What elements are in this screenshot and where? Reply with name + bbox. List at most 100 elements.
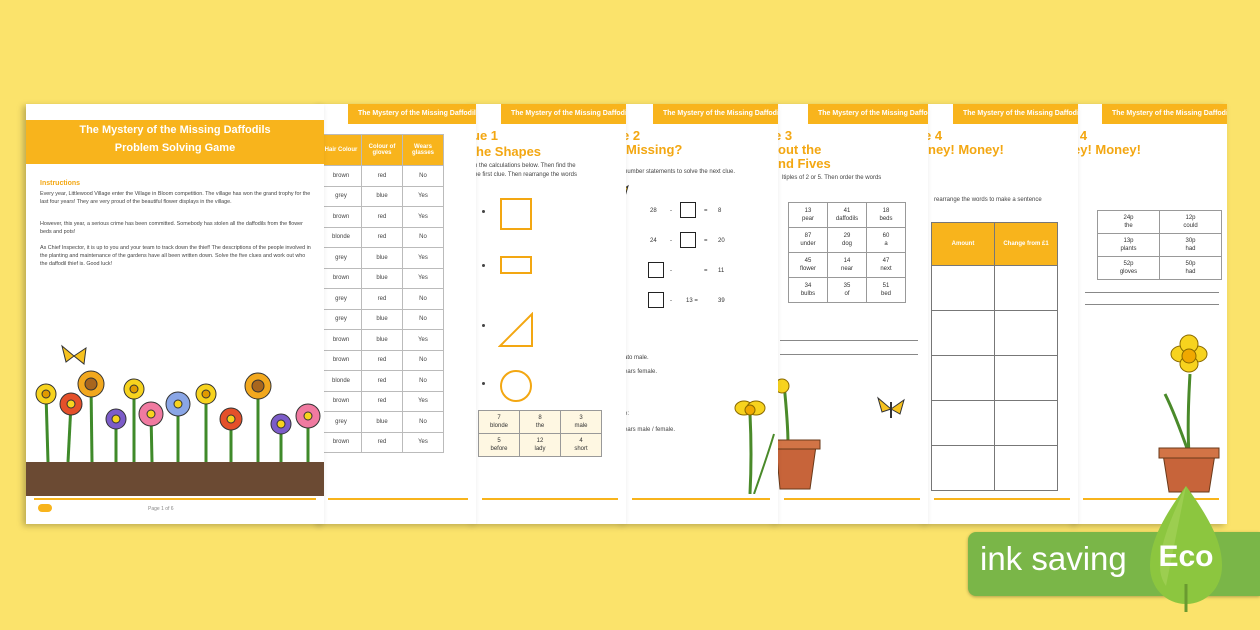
suspect-cell: red xyxy=(361,431,403,453)
suspect-cell: Yes xyxy=(402,431,444,453)
answer-text: e: xyxy=(624,411,630,417)
suspect-cell: brown xyxy=(320,267,362,289)
worksheet-subtitle-2: nd Fives xyxy=(778,156,831,171)
suspect-cell: No xyxy=(402,288,444,310)
suspect-row: brown red Yes xyxy=(320,431,444,453)
suspect-cell: Yes xyxy=(402,267,444,289)
triangle-shape xyxy=(498,312,533,347)
suspect-cell: blue xyxy=(361,329,403,351)
suspect-cell: brown xyxy=(320,206,362,228)
eco-badge-label: Eco xyxy=(1158,540,1214,573)
answer-line xyxy=(780,340,918,341)
statement-operator: = xyxy=(704,208,708,214)
suspect-row: grey red No xyxy=(320,288,444,310)
daffodil-illustration xyxy=(734,400,775,494)
bullet xyxy=(482,324,485,327)
footer-rule xyxy=(482,498,618,500)
statement-value: 39 xyxy=(718,298,725,304)
footer-rule xyxy=(784,498,920,500)
suspect-row: grey blue No xyxy=(320,411,444,433)
suspect-cell: Yes xyxy=(402,185,444,207)
suspect-cell: brown xyxy=(320,349,362,371)
suspect-row: grey blue No xyxy=(320,308,444,330)
instructions-heading: Instructions xyxy=(40,180,81,187)
header-strip: The Mystery of the Missing Daffodils xyxy=(1102,104,1227,124)
suspect-cell: brown xyxy=(320,431,362,453)
suspect-cell: No xyxy=(402,226,444,248)
suspect-cell: red xyxy=(361,165,403,187)
statement-operator: - xyxy=(670,208,672,214)
header-strip: The Mystery of the Missing Daffodils xyxy=(501,104,626,124)
suspect-cell: blue xyxy=(361,267,403,289)
suspect-cell: brown xyxy=(320,390,362,412)
worksheet-title: e 3 xyxy=(776,128,793,143)
worksheet-subtitle: Missing? xyxy=(626,142,683,157)
suspect-cell: red xyxy=(361,390,403,412)
butterfly-illustration xyxy=(877,396,905,418)
suspect-cell: red xyxy=(361,370,403,392)
eco-leaf-icon xyxy=(1150,486,1222,612)
suspect-table: Hair Colour Colour of gloves Wears glass… xyxy=(320,134,444,453)
suspect-cell: brown xyxy=(320,165,362,187)
page-number: Page 1 of 6 xyxy=(148,506,174,512)
header-strip: The Mystery of the Missing Daffodils xyxy=(653,104,778,124)
statement-operator: 13 = xyxy=(686,298,698,304)
suspect-cell: Yes xyxy=(402,247,444,269)
worksheet-title: e 4 xyxy=(926,128,943,143)
worksheet-clue1: The Mystery of the Missing Daffodils ue … xyxy=(474,104,626,524)
instruction-text: number statements to solve the next clue… xyxy=(624,169,736,175)
word-table: 24p the 12p could 13p plants 30p had 52p gloves… xyxy=(1097,210,1222,280)
suspect-cell: Yes xyxy=(402,390,444,412)
suspect-row: grey blue Yes xyxy=(320,185,444,207)
suspect-cell: No xyxy=(402,370,444,392)
suspect-row: grey blue Yes xyxy=(320,247,444,269)
rectangle-shape xyxy=(500,256,532,274)
answer-box[interactable] xyxy=(648,262,664,278)
square-shape xyxy=(500,198,532,230)
instruction-text: ltiples of 2 or 5. Then order the words xyxy=(782,175,882,181)
suspect-cell: brown xyxy=(320,329,362,351)
answer-box[interactable] xyxy=(680,202,696,218)
answer-text: ears male / female. xyxy=(624,427,676,433)
daffodil-pot-illustration xyxy=(1158,334,1220,493)
suspect-row: blonde red No xyxy=(320,226,444,248)
ink-saving-label: ink saving xyxy=(980,540,1127,577)
number-word-grid: 13 pear 41 daffodils 18 beds 87 under 29 dog 60 a … xyxy=(788,202,906,303)
statement-operator: - xyxy=(670,268,672,274)
cover-title: The Mystery of the Missing Daffodils xyxy=(79,124,271,136)
statement-operator: = xyxy=(704,238,708,244)
statement-value: 11 xyxy=(718,268,725,274)
footer-rule xyxy=(934,498,1070,500)
suspect-cell: grey xyxy=(320,247,362,269)
worksheet-suspects: The Mystery of the Missing Daffodils Hai… xyxy=(320,104,476,524)
suspect-cell: No xyxy=(402,349,444,371)
col-glove-colour: Colour of gloves xyxy=(361,134,403,166)
worksheet-subtitle: ey! Money! xyxy=(1075,142,1141,157)
header-strip: The Mystery of the Missing Daffodils xyxy=(953,104,1078,124)
suspect-cell: grey xyxy=(320,308,362,330)
suspect-cell: No xyxy=(402,165,444,187)
suspect-row: blonde red No xyxy=(320,370,444,392)
worksheet-title: ue 1 xyxy=(474,128,499,143)
header-strip: The Mystery of the Missing Daffodils xyxy=(808,104,928,124)
suspect-cell: grey xyxy=(320,288,362,310)
worksheet-cover: The Mystery of the Missing Daffodils Pro… xyxy=(26,104,324,524)
twinkl-logo xyxy=(38,504,52,512)
worksheet-clue3: The Mystery of the Missing Daffodils e 3… xyxy=(776,104,928,524)
col-amount: Amount xyxy=(931,222,995,266)
worksheet-subtitle: he Shapes xyxy=(476,144,542,159)
answer-box[interactable] xyxy=(648,292,664,308)
suspect-cell: red xyxy=(361,226,403,248)
suspect-cell: blonde xyxy=(320,370,362,392)
instruction-text: he first clue. Then rearrange the words xyxy=(474,172,577,178)
statement-value: 20 xyxy=(718,238,725,244)
answer-line xyxy=(1085,292,1219,293)
worksheet-clue4: The Mystery of the Missing Daffodils e 4… xyxy=(926,104,1078,524)
statement-value: 8 xyxy=(718,208,722,214)
col-change: Change from £1 xyxy=(994,222,1058,266)
cover-title-band xyxy=(26,120,324,164)
answer-box[interactable] xyxy=(680,232,696,248)
bullet xyxy=(482,382,485,385)
col-glasses: Wears glasses xyxy=(402,134,444,166)
flower-garden-illustration xyxy=(26,344,324,496)
